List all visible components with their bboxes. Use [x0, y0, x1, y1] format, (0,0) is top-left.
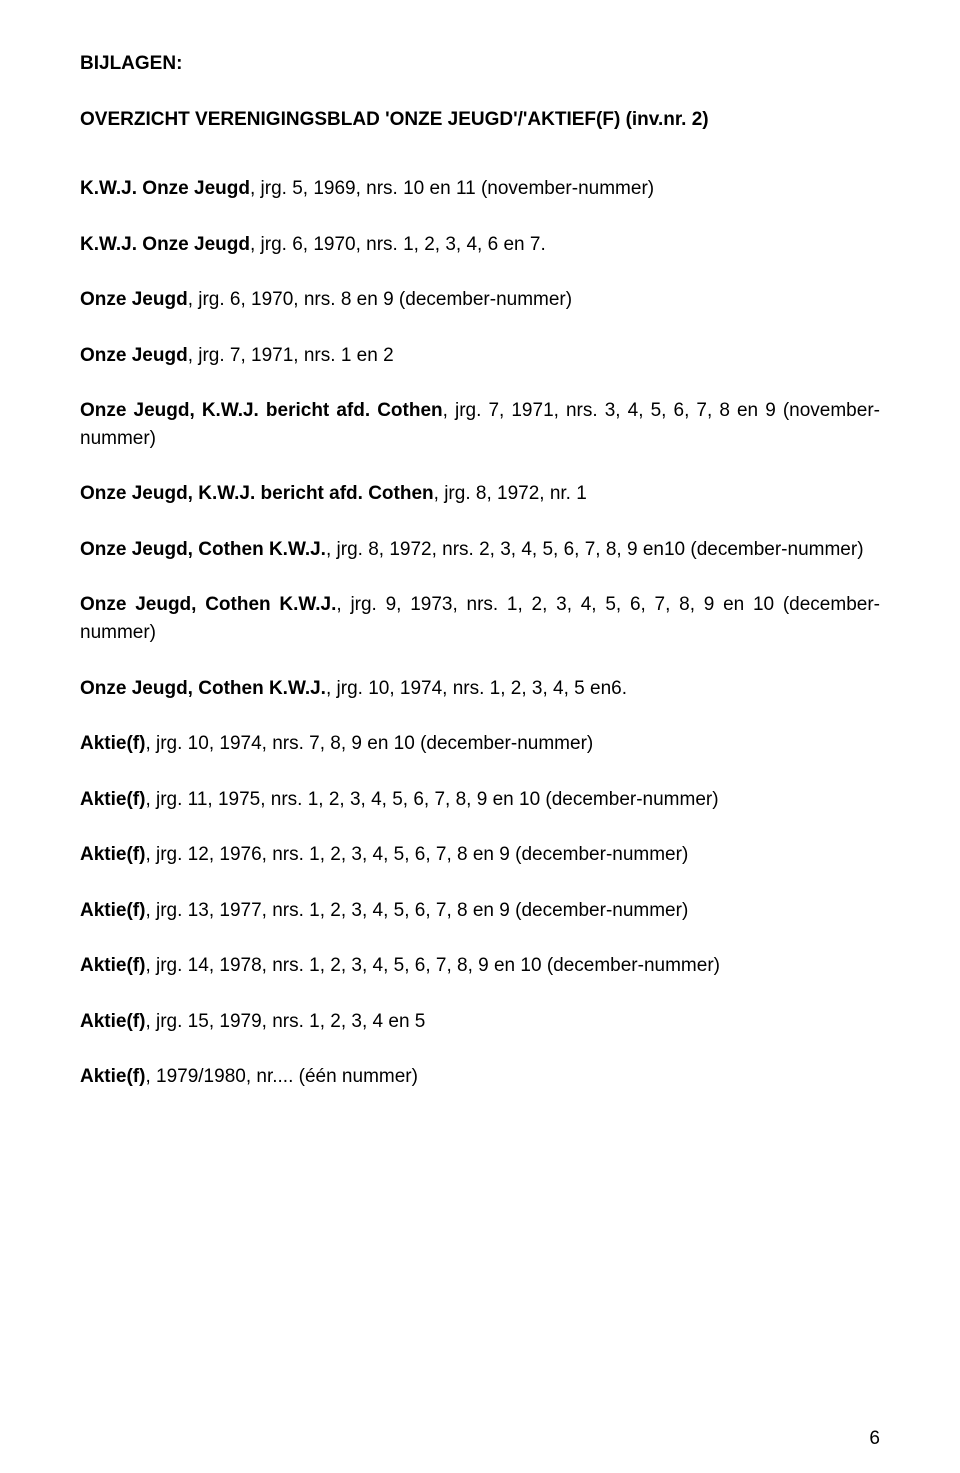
entry-title: Aktie(f) [80, 844, 145, 865]
entry-row: Aktie(f), jrg. 13, 1977, nrs. 1, 2, 3, 4… [80, 897, 880, 925]
entry-title: K.W.J. Onze Jeugd [80, 178, 250, 199]
entry-title: Onze Jeugd, Cothen K.W.J. [80, 539, 326, 560]
entry-rest: , jrg. 10, 1974, nrs. 1, 2, 3, 4, 5 en6. [326, 678, 627, 699]
entry-row: Aktie(f), jrg. 11, 1975, nrs. 1, 2, 3, 4… [80, 786, 880, 814]
entry-rest: , jrg. 12, 1976, nrs. 1, 2, 3, 4, 5, 6, … [145, 844, 688, 865]
overzicht-subheading: OVERZICHT VERENIGINGSBLAD 'ONZE JEUGD'/'… [80, 106, 880, 134]
entry-row: Aktie(f), 1979/1980, nr.... (één nummer) [80, 1063, 880, 1091]
entry-title: Aktie(f) [80, 955, 145, 976]
entry-rest: , jrg. 5, 1969, nrs. 10 en 11 (november-… [250, 178, 654, 199]
entry-row: Onze Jeugd, Cothen K.W.J., jrg. 8, 1972,… [80, 536, 880, 564]
entry-row: Onze Jeugd, jrg. 7, 1971, nrs. 1 en 2 [80, 342, 880, 370]
entry-title: Onze Jeugd, K.W.J. bericht afd. Cothen [80, 483, 434, 504]
entry-row: Onze Jeugd, jrg. 6, 1970, nrs. 8 en 9 (d… [80, 286, 880, 314]
entry-title: Onze Jeugd, Cothen K.W.J. [80, 594, 336, 615]
entry-title: Onze Jeugd [80, 345, 188, 366]
entry-row: Aktie(f), jrg. 14, 1978, nrs. 1, 2, 3, 4… [80, 952, 880, 980]
entry-title: Onze Jeugd [80, 289, 188, 310]
entry-row: Aktie(f), jrg. 15, 1979, nrs. 1, 2, 3, 4… [80, 1008, 880, 1036]
entry-row: K.W.J. Onze Jeugd, jrg. 6, 1970, nrs. 1,… [80, 231, 880, 259]
entry-row: Onze Jeugd, Cothen K.W.J., jrg. 10, 1974… [80, 675, 880, 703]
entry-title: Aktie(f) [80, 1011, 145, 1032]
entry-title: Onze Jeugd, K.W.J. bericht afd. Cothen [80, 400, 443, 421]
entry-rest: , jrg. 6, 1970, nrs. 1, 2, 3, 4, 6 en 7. [250, 234, 546, 255]
entry-title: Aktie(f) [80, 733, 145, 754]
entry-title: Onze Jeugd, Cothen K.W.J. [80, 678, 326, 699]
entry-rest: , jrg. 8, 1972, nrs. 2, 3, 4, 5, 6, 7, 8… [326, 539, 864, 560]
entry-rest: , jrg. 8, 1972, nr. 1 [434, 483, 587, 504]
entry-row: K.W.J. Onze Jeugd, jrg. 5, 1969, nrs. 10… [80, 175, 880, 203]
entry-title: K.W.J. Onze Jeugd [80, 234, 250, 255]
entry-row: Onze Jeugd, K.W.J. bericht afd. Cothen, … [80, 480, 880, 508]
bijlagen-heading: BIJLAGEN: [80, 50, 880, 78]
entry-rest: , jrg. 11, 1975, nrs. 1, 2, 3, 4, 5, 6, … [145, 789, 718, 810]
entry-rest: , jrg. 13, 1977, nrs. 1, 2, 3, 4, 5, 6, … [145, 900, 688, 921]
entry-row: Onze Jeugd, K.W.J. bericht afd. Cothen, … [80, 397, 880, 452]
entry-title: Aktie(f) [80, 1066, 145, 1087]
entry-rest: , 1979/1980, nr.... (één nummer) [145, 1066, 418, 1087]
entry-rest: , jrg. 15, 1979, nrs. 1, 2, 3, 4 en 5 [145, 1011, 425, 1032]
entry-row: Aktie(f), jrg. 10, 1974, nrs. 7, 8, 9 en… [80, 730, 880, 758]
entry-row: Aktie(f), jrg. 12, 1976, nrs. 1, 2, 3, 4… [80, 841, 880, 869]
entry-title: Aktie(f) [80, 789, 145, 810]
entry-rest: , jrg. 7, 1971, nrs. 1 en 2 [188, 345, 394, 366]
entry-rest: , jrg. 10, 1974, nrs. 7, 8, 9 en 10 (dec… [145, 733, 593, 754]
entry-row: Onze Jeugd, Cothen K.W.J., jrg. 9, 1973,… [80, 591, 880, 646]
page-number: 6 [869, 1425, 880, 1453]
entry-rest: , jrg. 6, 1970, nrs. 8 en 9 (december-nu… [188, 289, 572, 310]
entry-rest: , jrg. 14, 1978, nrs. 1, 2, 3, 4, 5, 6, … [145, 955, 720, 976]
entry-title: Aktie(f) [80, 900, 145, 921]
